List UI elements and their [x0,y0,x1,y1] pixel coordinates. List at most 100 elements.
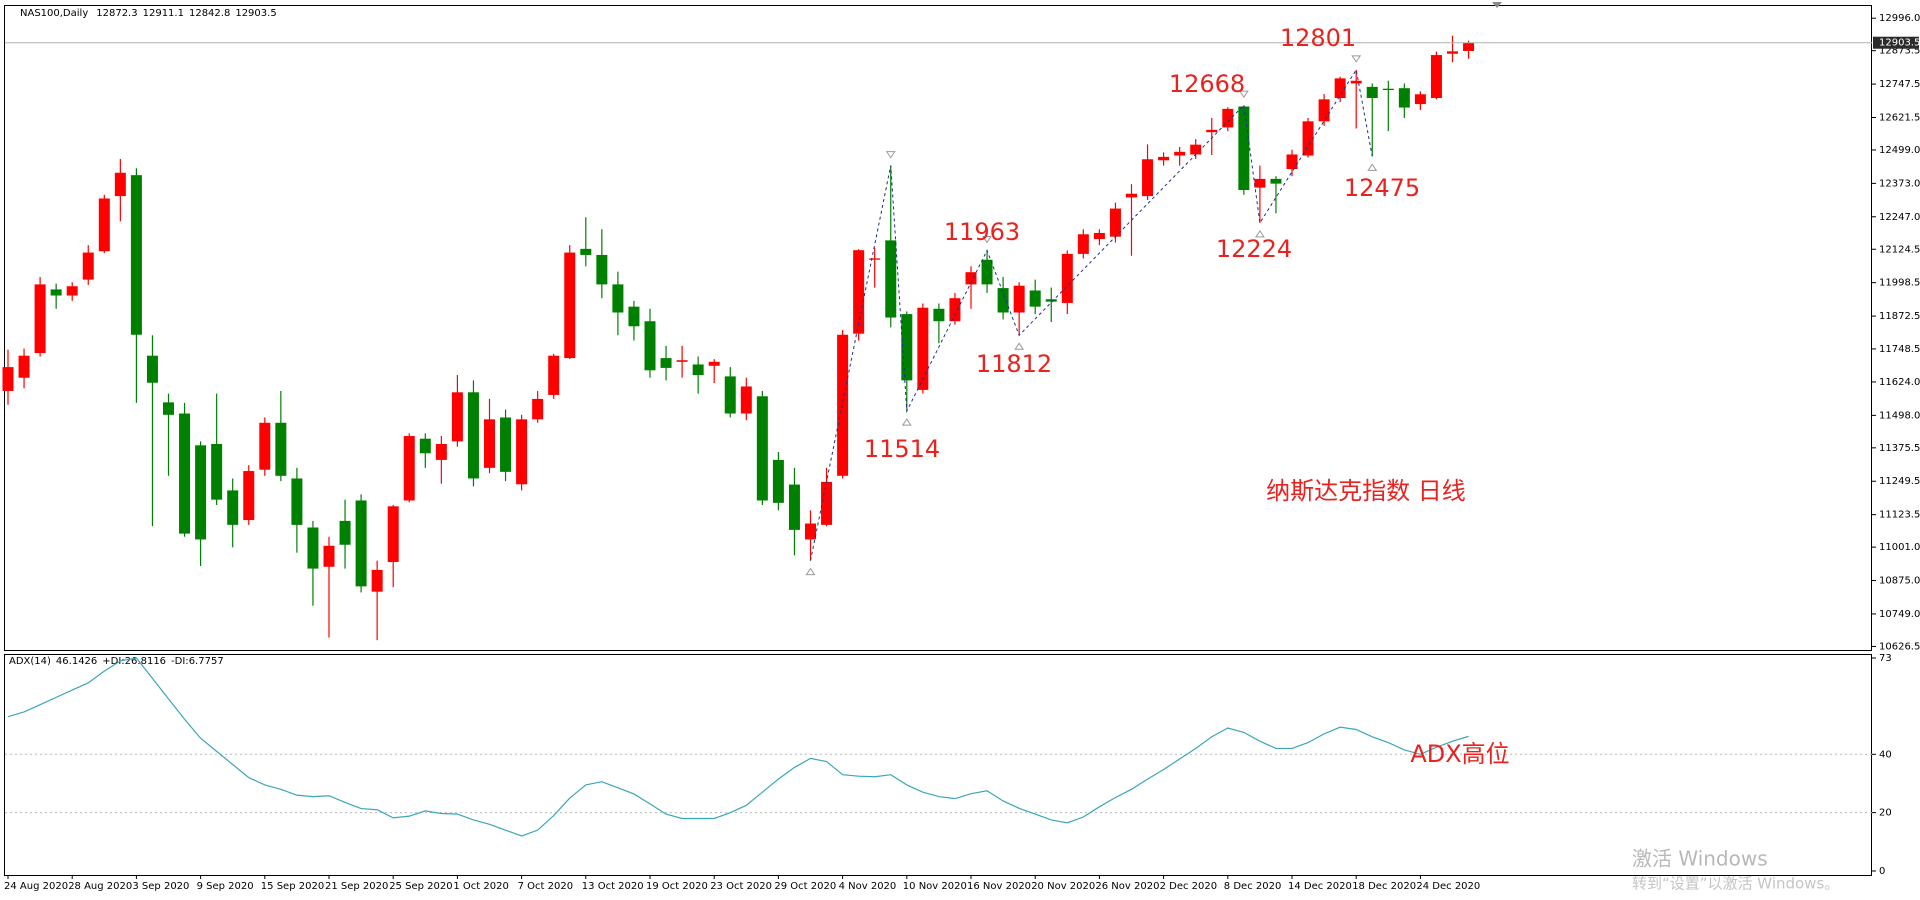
candle-body [1238,106,1250,190]
candle-body [291,478,303,525]
candle-body [1045,299,1057,302]
fractal-up [982,235,992,244]
candle-body [1302,121,1314,156]
candle-body [1463,42,1475,51]
candle-body [114,172,126,197]
y-tick-label: 11624.0 [1879,377,1920,388]
x-tick-label: 14 Dec 2020 [1288,881,1352,892]
x-tick-label: 24 Aug 2020 [4,881,68,892]
candle-body [692,364,704,376]
candle-body [1190,144,1202,155]
candle-body [949,298,961,322]
candle-body [1366,86,1378,98]
x-tick-label: 16 Nov 2020 [967,881,1031,892]
candle-body [130,175,142,335]
candle-body [484,419,495,468]
y-tick-label: 10875.0 [1879,576,1920,587]
x-tick-label: 2 Dec 2020 [1160,881,1218,892]
candle-body [339,520,351,545]
x-tick-label: 1 Oct 2020 [453,881,508,892]
candle-body [307,527,319,569]
candle-body [532,398,544,420]
fractal-down [1014,342,1025,350]
candle-body [1029,290,1041,307]
candle-body [660,358,672,368]
candle-body [403,436,415,501]
candle-body [772,459,784,503]
fractal-up [885,151,896,159]
y-tick-label: 12996.0 [1879,13,1920,24]
candle-body [1286,154,1298,170]
candle-body [323,545,335,567]
candle-body [628,306,640,327]
plus-di-label: +DI: [102,656,124,667]
y-tick-label: 20 [1879,808,1892,819]
candle-body [34,284,46,354]
x-tick-label: 18 Dec 2020 [1352,881,1416,892]
candle-body [355,500,367,587]
candle-body [708,361,720,366]
candle-body [837,334,849,476]
main-pane [4,5,1872,651]
price-label: 12903.5 [1879,38,1920,49]
candle-body [965,272,977,285]
chart-shift-marker [1492,2,1502,8]
candle-body [869,258,881,260]
y-tick-label: 11872.5 [1879,311,1920,322]
x-tick-label: 10 Nov 2020 [903,881,967,892]
y-tick-label: 12747.5 [1879,79,1920,90]
x-tick-label: 19 Oct 2020 [646,881,708,892]
x-tick-label: 25 Sep 2020 [389,881,452,892]
candle-body [805,523,816,540]
candle-body [1013,285,1025,313]
candle-body [98,198,110,252]
candle-body [548,355,560,395]
candle-body [451,392,463,442]
x-tick-label: 20 Nov 2020 [1031,881,1095,892]
annotation: 12224 [1216,235,1292,263]
y-tick-label: 10626.5 [1879,641,1920,652]
adx-name: ADX(14) [9,656,51,667]
x-tick-label: 24 Dec 2020 [1416,881,1480,892]
candle-body [467,392,479,479]
x-tick-label: 9 Sep 2020 [197,881,254,892]
candle-body [227,490,239,525]
candle-body [435,443,447,460]
candle-body [981,259,993,285]
candle-body [1414,94,1426,105]
y-tick-label: 11001.0 [1879,542,1920,553]
candle-body [756,396,768,501]
symbol: NAS100,Daily [20,8,88,19]
y-tick-label: 73 [1879,653,1892,664]
candle-body [997,288,1009,313]
x-tick-label: 4 Nov 2020 [839,881,897,892]
candle-body [1430,55,1442,98]
candle-body [901,314,913,381]
candles [2,35,1475,641]
candle-body [371,569,383,592]
candle-body [1142,159,1154,197]
annotation: 12668 [1169,70,1245,98]
candle-body [500,417,512,472]
x-tick-label: 7 Oct 2020 [518,881,573,892]
candle-body [724,376,736,414]
candle-body [1382,88,1394,91]
candle-body [644,321,656,371]
annotation: 11812 [976,350,1052,378]
y-tick-label: 10749.0 [1879,609,1920,620]
x-tick-label: 15 Sep 2020 [261,881,324,892]
y-tick-label: 0 [1879,866,1885,877]
candle-body [163,402,174,415]
x-tick-label: 26 Nov 2020 [1095,881,1159,892]
candle-body [275,422,287,476]
candle-body [612,284,624,313]
candle-body [853,250,865,334]
plus-di-value: 26.8116 [125,656,166,667]
candle-body [50,289,62,296]
y-tick-label: 12499.0 [1879,145,1920,156]
x-tick-label: 8 Dec 2020 [1224,881,1282,892]
fractal-down [1254,229,1265,238]
candle-body [18,355,30,378]
